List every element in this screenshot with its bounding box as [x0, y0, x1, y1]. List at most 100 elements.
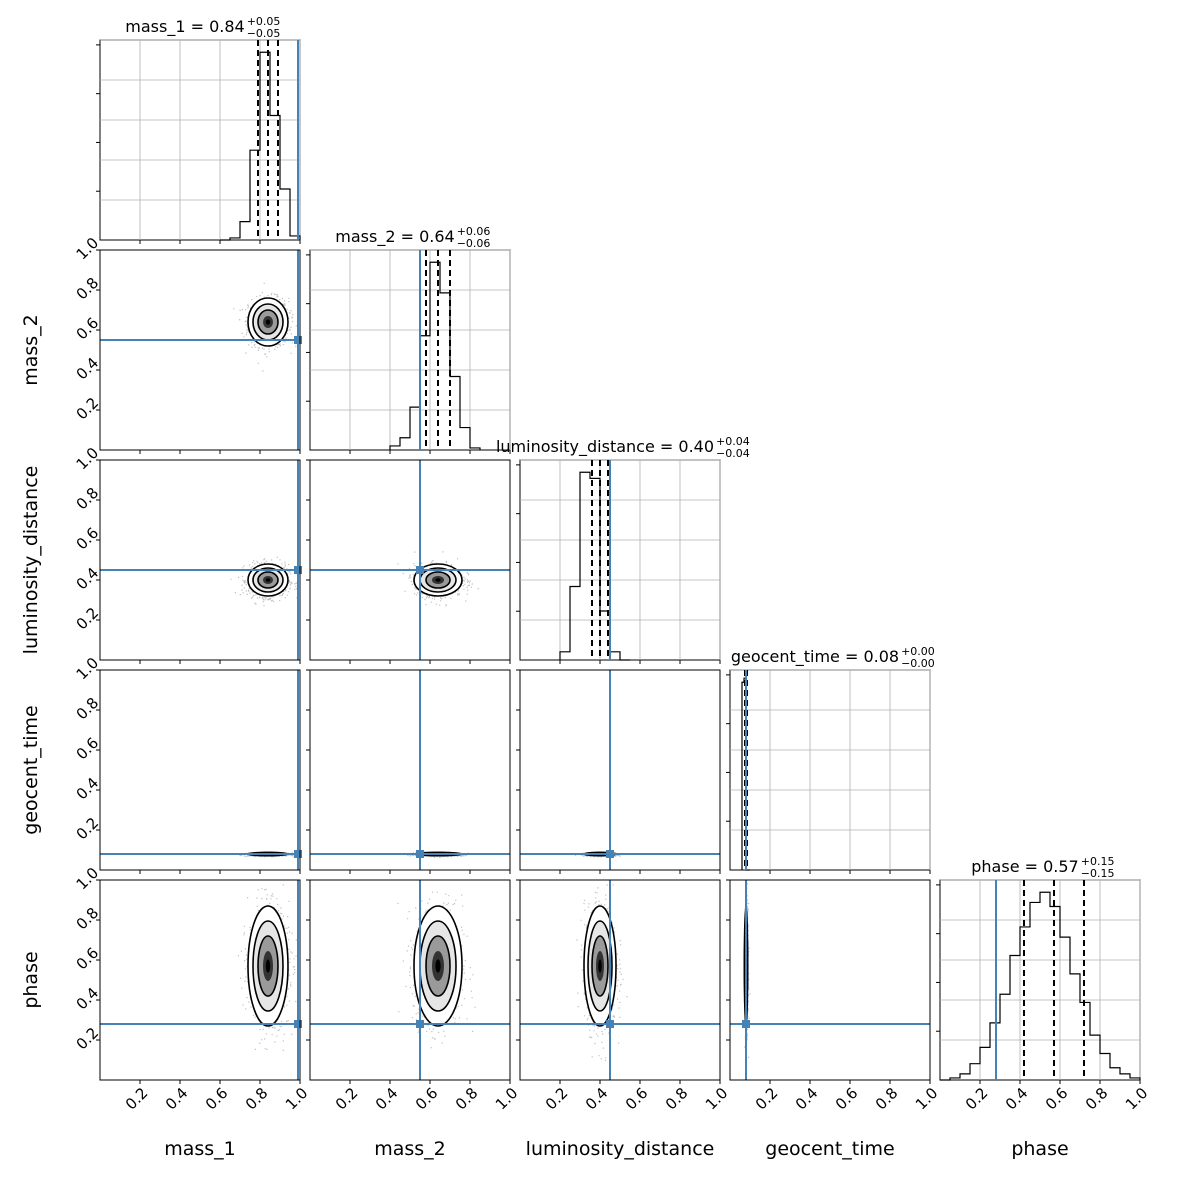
- x-axis-label-mass_1: mass_1: [164, 1138, 236, 1160]
- x-tick-label: 0.6: [1042, 1084, 1072, 1114]
- scatter-content: [100, 880, 300, 1080]
- x-tick-label: 0.2: [962, 1084, 992, 1114]
- scatter-luminosity_distance-vs-phase-frame: [519, 879, 721, 1081]
- histogram-panel-geocent_time: geocent_time = 0.08 +0.00−0.00: [726, 645, 935, 874]
- truth-marker: [294, 566, 302, 574]
- panel-border: [729, 879, 931, 1081]
- x-tick-label: 0.4: [162, 1084, 192, 1114]
- x-tick-label: 0.8: [872, 1084, 902, 1114]
- y-tick-label: 0.4: [73, 774, 103, 804]
- x-tick-label: 0.2: [752, 1084, 782, 1114]
- title-plus-geocent_time: +0.00: [901, 645, 935, 658]
- title-minus-geocent_time: −0.00: [901, 657, 935, 670]
- scatter-content: [520, 880, 720, 1080]
- contour-0: [583, 905, 617, 1027]
- histogram-step-mass_1: [220, 51, 301, 241]
- x-tick-label: 0.4: [372, 1084, 402, 1114]
- title-plus-phase: +0.15: [1081, 855, 1115, 868]
- title-geocent_time: geocent_time = 0.08: [731, 647, 899, 667]
- y-tick-label: 0.8: [73, 904, 103, 934]
- x-tick-label: 0.6: [622, 1084, 652, 1114]
- histogram-panel-luminosity_distance: luminosity_distance = 0.40 +0.04−0.04: [496, 435, 750, 664]
- panel-border: [309, 459, 511, 661]
- y-tick-label: 0.4: [73, 354, 103, 384]
- y-tick-label: 0.2: [73, 394, 103, 424]
- truth-marker: [606, 1020, 614, 1028]
- y-tick-label: 0.2: [73, 1024, 103, 1054]
- x-tick-label: 0.4: [1002, 1084, 1032, 1114]
- y-tick-label: 0.8: [73, 484, 103, 514]
- scatter-mass_1-vs-geocent_time-frame: [99, 669, 301, 871]
- x-tick-label: 0.2: [122, 1084, 152, 1114]
- x-tick-label: 0.4: [792, 1084, 822, 1114]
- scatter-panel-geocent_time-vs-phase: [726, 879, 931, 1084]
- scatter-panel-mass_1-vs-luminosity_distance: [96, 459, 302, 664]
- contour-2: [257, 309, 279, 335]
- y-tick-label: 1.0: [73, 234, 103, 264]
- x-tick-label: 1.0: [1122, 1084, 1152, 1114]
- y-tick-label: 0.6: [73, 944, 103, 974]
- x-tick-label: 0.4: [582, 1084, 612, 1114]
- y-tick-label: 0.4: [73, 564, 103, 594]
- contour-1: [252, 920, 284, 1012]
- scatter-content: [100, 670, 300, 870]
- contour-2: [591, 935, 609, 997]
- contour-0: [413, 563, 463, 597]
- scatter-content: [310, 460, 510, 660]
- panel-border: [519, 879, 721, 1081]
- title-phase: phase = 0.57: [971, 857, 1078, 876]
- density-level-4: [265, 319, 271, 325]
- truth-marker: [294, 336, 302, 344]
- x-tick-label: 1.0: [702, 1084, 732, 1114]
- panel-border: [519, 669, 721, 871]
- x-tick-label: 0.8: [1082, 1084, 1112, 1114]
- contour-0: [247, 905, 289, 1027]
- scatter-content: [730, 880, 930, 1080]
- x-tick-label: 0.6: [202, 1084, 232, 1114]
- x-axis-label-geocent_time: geocent_time: [765, 1138, 894, 1160]
- scatter-panel-luminosity_distance-vs-phase: [516, 879, 721, 1084]
- histogram-luminosity_distance-frame: [519, 459, 721, 661]
- scatter-mass_2-vs-phase-frame: [309, 879, 511, 1081]
- contour-2: [425, 571, 451, 589]
- contour-1: [252, 567, 284, 593]
- histogram-step-mass_2: [389, 261, 481, 450]
- y-tick-label: 0.6: [73, 734, 103, 764]
- x-tick-label: 0.6: [832, 1084, 862, 1114]
- x-axis-label-mass_2: mass_2: [374, 1138, 446, 1160]
- histogram-panel-mass_2: mass_2 = 0.64 +0.06−0.06: [306, 225, 511, 454]
- density-level-4: [435, 578, 441, 582]
- scatter-panel-mass_1-vs-phase: [96, 879, 302, 1084]
- histogram-step-phase: [940, 891, 1141, 1081]
- y-axis-label-phase: phase: [20, 951, 42, 1008]
- scatter-luminosity_distance-vs-geocent_time-frame: [519, 669, 721, 871]
- panel-border: [99, 669, 301, 871]
- y-tick-label: 0.4: [73, 984, 103, 1014]
- x-axis-label-luminosity_distance: luminosity_distance: [526, 1138, 715, 1160]
- x-tick-label: 1.0: [492, 1084, 522, 1114]
- density-level-4: [435, 959, 441, 973]
- x-tick-label: 0.8: [662, 1084, 692, 1114]
- x-tick-label: 0.8: [452, 1084, 482, 1114]
- histogram-geocent_time-frame: [729, 669, 931, 871]
- scatter-content: [100, 460, 300, 660]
- truth-marker: [606, 850, 614, 858]
- truth-marker: [416, 850, 424, 858]
- contour-0: [247, 297, 289, 347]
- x-tick-label: 1.0: [912, 1084, 942, 1114]
- contour-2: [425, 935, 451, 997]
- y-axis-label-geocent_time: geocent_time: [20, 705, 42, 834]
- y-tick-label: 1.0: [73, 654, 103, 684]
- density-level-4: [265, 578, 271, 582]
- x-tick-label: 0.2: [332, 1084, 362, 1114]
- y-tick-label: 1.0: [73, 864, 103, 894]
- x-tick-label: 0.2: [542, 1084, 572, 1114]
- y-tick-label: 0.2: [73, 604, 103, 634]
- x-tick-label: 0.8: [242, 1084, 272, 1114]
- title-minus-mass_2: −0.06: [457, 237, 491, 250]
- x-tick-label: 0.6: [412, 1084, 442, 1114]
- truth-marker: [294, 1020, 302, 1028]
- y-tick-label: 1.0: [73, 444, 103, 474]
- scatter-content: [100, 250, 300, 450]
